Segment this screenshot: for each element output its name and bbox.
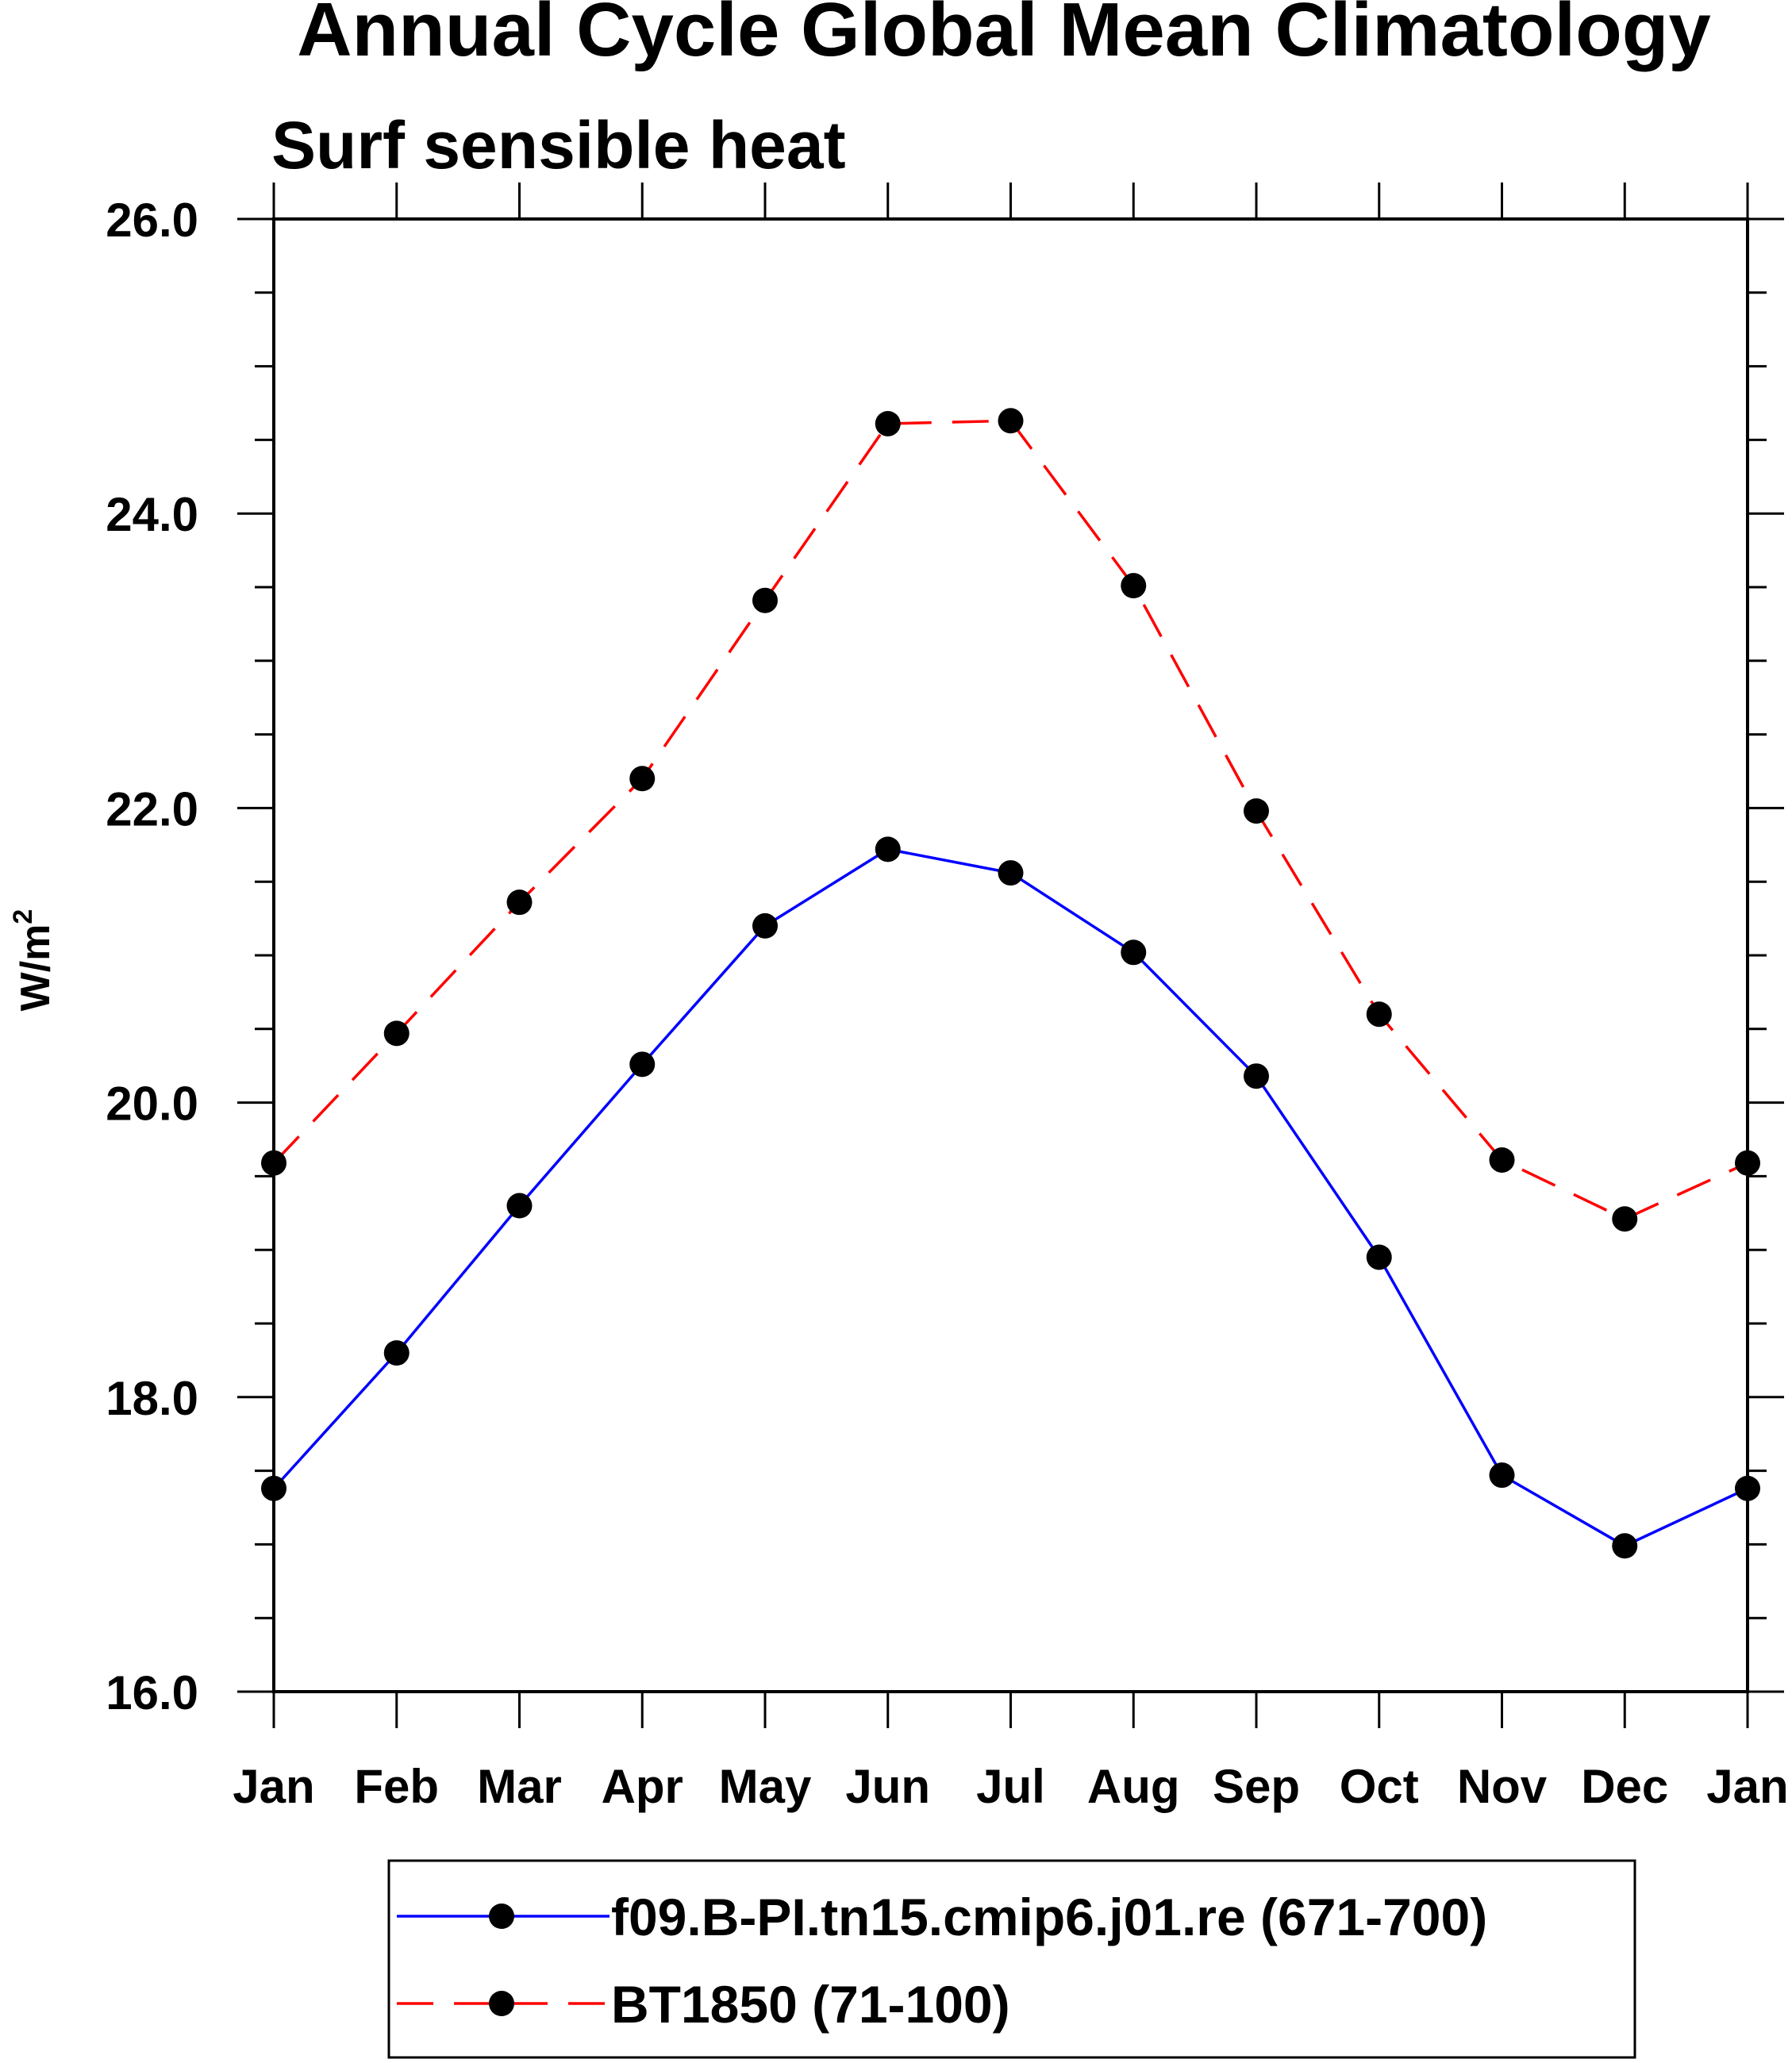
plot-frame bbox=[272, 217, 1749, 1693]
y-tick-label: 22.0 bbox=[106, 782, 198, 836]
series-line-1 bbox=[272, 419, 1748, 1221]
x-tick-label: Mar bbox=[477, 1760, 562, 1813]
x-tick-label: Aug bbox=[1087, 1760, 1180, 1813]
x-tick-label: Sep bbox=[1213, 1760, 1300, 1813]
data-point bbox=[752, 587, 778, 613]
data-point bbox=[998, 860, 1024, 886]
data-point bbox=[383, 1340, 410, 1366]
data-point bbox=[1121, 573, 1147, 599]
series-1 bbox=[261, 408, 1760, 1232]
x-tick-label: Jan bbox=[1706, 1760, 1788, 1813]
chart-subtitle: Surf sensible heat bbox=[271, 108, 846, 182]
data-point bbox=[1244, 1063, 1269, 1089]
data-point bbox=[998, 408, 1024, 434]
data-point bbox=[1244, 798, 1269, 824]
x-tick-label: May bbox=[719, 1760, 812, 1813]
y-tick-label: 18.0 bbox=[106, 1372, 198, 1425]
y-axis-label-text: W/m bbox=[13, 924, 59, 1012]
data-point bbox=[875, 410, 901, 436]
x-tick-label: Oct bbox=[1340, 1760, 1419, 1813]
data-point bbox=[1612, 1206, 1638, 1232]
data-point bbox=[1735, 1475, 1760, 1501]
data-point bbox=[629, 1051, 656, 1078]
data-point bbox=[261, 1475, 286, 1501]
data-point bbox=[1489, 1147, 1515, 1173]
data-point bbox=[1366, 1001, 1392, 1028]
legend-label-1: BT1850 (71-100) bbox=[611, 1975, 1010, 2034]
legend-marker-0 bbox=[489, 1904, 514, 1929]
legend-marker-1 bbox=[489, 1991, 514, 2016]
data-point bbox=[875, 836, 901, 862]
x-tick-label: Jan bbox=[233, 1760, 314, 1813]
data-point bbox=[1489, 1462, 1515, 1489]
data-point bbox=[506, 889, 533, 916]
chart-title: Annual Cycle Global Mean Climatology bbox=[297, 0, 1711, 72]
y-tick-label: 20.0 bbox=[106, 1078, 198, 1131]
data-point bbox=[1612, 1533, 1638, 1559]
series-line-0 bbox=[272, 847, 1748, 1548]
y-tick-label: 16.0 bbox=[106, 1666, 198, 1719]
y-tick-label: 26.0 bbox=[106, 194, 198, 247]
series-0 bbox=[261, 836, 1760, 1559]
data-point bbox=[261, 1150, 286, 1176]
x-tick-label: Feb bbox=[354, 1760, 439, 1813]
data-point bbox=[629, 766, 656, 792]
data-point bbox=[1121, 939, 1147, 966]
data-point bbox=[506, 1193, 533, 1219]
series-layer bbox=[261, 408, 1760, 1559]
data-point bbox=[383, 1020, 410, 1047]
axes: 16.0 18.0 20.0 22.0 24.0 26.0 Jan Feb Mar Apr May J… bbox=[106, 182, 1789, 1813]
data-point bbox=[1366, 1244, 1392, 1270]
x-tick-label: Jul bbox=[976, 1760, 1045, 1813]
legend-label-0: f09.B-PI.tn15.cmip6.j01.re (671-700) bbox=[611, 1888, 1487, 1946]
legend: f09.B-PI.tn15.cmip6.j01.re (671-700) BT18… bbox=[387, 1859, 1636, 2059]
y-axis-label-superscript: 2 bbox=[8, 909, 38, 924]
x-tick-label: Dec bbox=[1581, 1760, 1668, 1813]
legend-box bbox=[387, 1859, 1636, 2059]
svg-text:W/m2: W/m2 bbox=[8, 909, 59, 1012]
y-axis-label: W/m2 bbox=[8, 909, 59, 1012]
data-point bbox=[752, 912, 778, 939]
data-point bbox=[1735, 1150, 1760, 1176]
x-tick-label: Jun bbox=[845, 1760, 930, 1813]
x-tick-label: Nov bbox=[1457, 1760, 1548, 1813]
x-tick-label: Apr bbox=[602, 1760, 683, 1813]
y-tick-label: 24.0 bbox=[106, 488, 198, 541]
